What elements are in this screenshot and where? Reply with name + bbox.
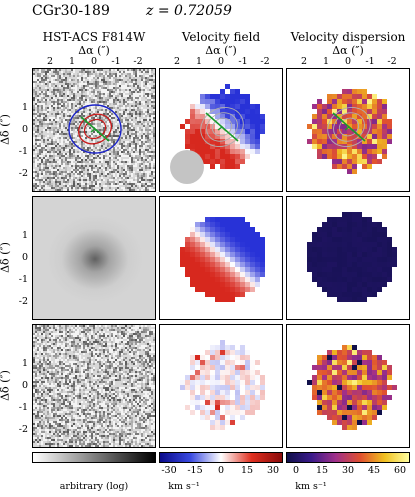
- x-tick-label: -1: [111, 56, 121, 67]
- x-tick-label: 1: [68, 56, 76, 67]
- panel-dispersion-observed: [286, 68, 410, 192]
- panel-velocity-observed: [159, 68, 283, 192]
- x-axis-label-dispersion: Δα (″): [332, 44, 364, 57]
- y-tick-label: 1: [21, 230, 28, 241]
- x-tick-label: -1: [365, 56, 375, 67]
- y-tick-label: 1: [21, 358, 28, 369]
- y-tick-label: -1: [18, 146, 28, 157]
- panel-dispersion-residual: [286, 324, 410, 448]
- x-tick-label: 1: [322, 56, 330, 67]
- colorbar-tick-label: 0: [292, 465, 300, 476]
- x-axis-label-hst: Δα (″): [78, 44, 110, 57]
- colorbar-tick-label: 0: [217, 465, 225, 476]
- panel-velocity-residual: [159, 324, 283, 448]
- y-axis-label: Δδ (″): [0, 242, 12, 273]
- colorbar-tick-label: 45: [367, 465, 381, 476]
- velocity-field-model: [180, 217, 265, 302]
- object-name: CGr30-189: [32, 3, 110, 19]
- colorbar-velocity-label: km s⁻¹: [168, 481, 200, 492]
- column-title-dispersion: Velocity dispersion: [290, 30, 406, 44]
- colorbar-velocity: [159, 452, 283, 463]
- y-tick-label: -1: [18, 274, 28, 285]
- x-tick-label: 2: [300, 56, 308, 67]
- x-tick-label: 0: [217, 56, 225, 67]
- panel-dispersion-model: [286, 196, 410, 320]
- y-tick-label: 0: [21, 124, 28, 135]
- dispersion-model: [307, 212, 397, 302]
- column-title-hst: HST-ACS F814W: [42, 30, 146, 44]
- colorbar-tick-label: 60: [393, 465, 407, 476]
- x-tick-label: -1: [238, 56, 248, 67]
- colorbar-tick-label: 30: [341, 465, 355, 476]
- hst-image: [33, 69, 155, 191]
- colorbar-tick-label: 15: [240, 465, 254, 476]
- x-tick-label: 2: [173, 56, 181, 67]
- dispersion-residual: [307, 345, 397, 430]
- y-tick-label: 0: [21, 380, 28, 391]
- colorbar-hst: [32, 452, 156, 463]
- colorbar-tick-label: -15: [187, 465, 203, 476]
- x-axis-label-velocity: Δα (″): [205, 44, 237, 57]
- colorbar-tick-label: -30: [161, 465, 177, 476]
- redshift-label: z = 0.72059: [146, 3, 232, 19]
- colorbar-tick-label: 30: [266, 465, 280, 476]
- y-tick-label: -2: [18, 168, 28, 179]
- y-tick-label: -1: [18, 402, 28, 413]
- colorbar-hst-label: arbitrary (log): [59, 481, 129, 492]
- y-tick-label: -2: [18, 424, 28, 435]
- colorbar-dispersion: [286, 452, 410, 463]
- hst-residual-image: [33, 325, 155, 447]
- panel-hst-residual: [32, 324, 156, 448]
- panel-hst-observed: [32, 68, 156, 192]
- velocity-field-observed: [170, 84, 265, 184]
- y-axis-label: Δδ (″): [0, 370, 12, 401]
- x-tick-label: 0: [344, 56, 352, 67]
- x-tick-label: -2: [387, 56, 397, 67]
- hst-model-image: [33, 197, 155, 319]
- x-tick-label: 1: [195, 56, 203, 67]
- velocity-residual: [180, 340, 265, 430]
- y-tick-label: 1: [21, 102, 28, 113]
- colorbar-dispersion-label: km s⁻¹: [295, 481, 327, 492]
- x-tick-label: 0: [90, 56, 98, 67]
- x-tick-label: -2: [133, 56, 143, 67]
- panel-velocity-model: [159, 196, 283, 320]
- y-axis-label: Δδ (″): [0, 114, 12, 145]
- column-title-velocity: Velocity field: [181, 30, 261, 44]
- y-tick-label: -2: [18, 296, 28, 307]
- y-tick-label: 0: [21, 252, 28, 263]
- x-tick-label: -2: [260, 56, 270, 67]
- dispersion-observed: [307, 89, 392, 174]
- panel-hst-model: [32, 196, 156, 320]
- colorbar-tick-label: 15: [315, 465, 329, 476]
- x-tick-label: 2: [46, 56, 54, 67]
